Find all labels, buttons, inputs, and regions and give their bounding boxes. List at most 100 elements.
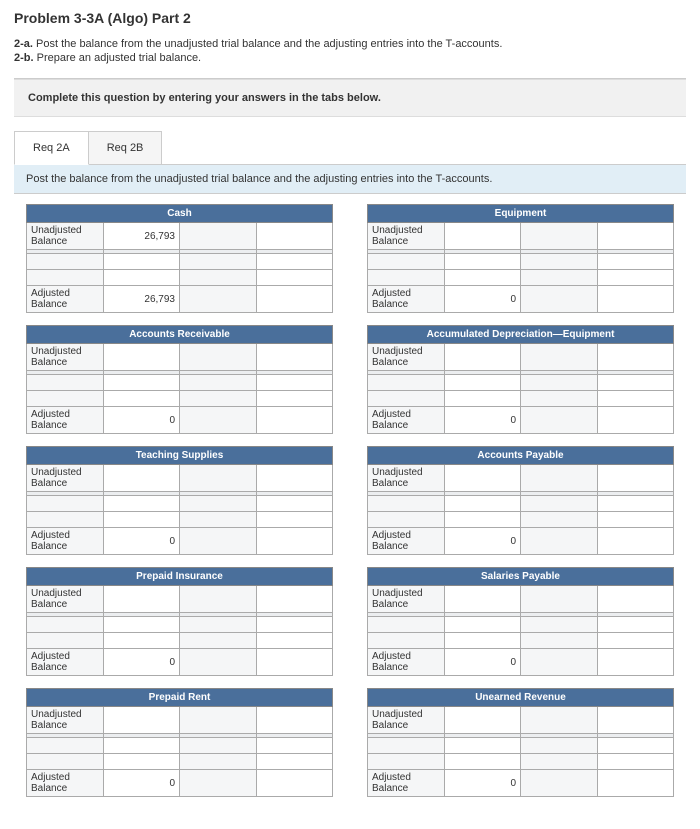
entry-debit[interactable]	[444, 496, 521, 512]
unadjusted-debit[interactable]: 26,793	[103, 223, 180, 250]
unadjusted-credit[interactable]	[256, 223, 333, 250]
entry-label[interactable]	[27, 633, 104, 649]
adjusted-label2[interactable]	[180, 528, 257, 555]
credit-label[interactable]	[180, 465, 257, 492]
adjusted-label2[interactable]	[180, 286, 257, 313]
entry-label[interactable]	[368, 512, 445, 528]
adjusted-credit[interactable]	[256, 407, 333, 434]
unadjusted-credit[interactable]	[597, 586, 674, 613]
entry-credit[interactable]	[256, 496, 333, 512]
entry-credit[interactable]	[597, 391, 674, 407]
adjusted-debit[interactable]: 0	[103, 528, 180, 555]
entry-debit[interactable]	[103, 391, 180, 407]
unadjusted-credit[interactable]	[597, 344, 674, 371]
entry-credit[interactable]	[597, 512, 674, 528]
credit-label[interactable]	[521, 586, 598, 613]
entry-label2[interactable]	[521, 512, 598, 528]
entry-debit[interactable]	[444, 738, 521, 754]
entry-label[interactable]	[27, 270, 104, 286]
adjusted-debit[interactable]: 0	[444, 528, 521, 555]
unadjusted-credit[interactable]	[256, 586, 333, 613]
entry-label[interactable]	[27, 754, 104, 770]
adjusted-debit[interactable]: 26,793	[103, 286, 180, 313]
entry-label[interactable]	[368, 270, 445, 286]
entry-label[interactable]	[368, 617, 445, 633]
credit-label[interactable]	[180, 586, 257, 613]
entry-label[interactable]	[368, 633, 445, 649]
unadjusted-credit[interactable]	[256, 344, 333, 371]
unadjusted-label[interactable]: Unadjusted Balance	[368, 344, 445, 371]
unadjusted-debit[interactable]	[103, 465, 180, 492]
adjusted-debit[interactable]: 0	[103, 407, 180, 434]
unadjusted-label[interactable]: Unadjusted Balance	[368, 223, 445, 250]
adjusted-label[interactable]: Adjusted Balance	[27, 528, 104, 555]
entry-debit[interactable]	[444, 512, 521, 528]
adjusted-label[interactable]: Adjusted Balance	[27, 649, 104, 676]
entry-credit[interactable]	[256, 270, 333, 286]
entry-credit[interactable]	[597, 617, 674, 633]
adjusted-label2[interactable]	[521, 286, 598, 313]
unadjusted-label[interactable]: Unadjusted Balance	[27, 465, 104, 492]
entry-label2[interactable]	[180, 254, 257, 270]
unadjusted-credit[interactable]	[597, 707, 674, 734]
entry-label2[interactable]	[521, 738, 598, 754]
adjusted-label2[interactable]	[521, 407, 598, 434]
entry-debit[interactable]	[444, 391, 521, 407]
entry-label[interactable]	[368, 754, 445, 770]
entry-label2[interactable]	[180, 617, 257, 633]
entry-debit[interactable]	[103, 738, 180, 754]
adjusted-debit[interactable]: 0	[103, 770, 180, 797]
entry-label[interactable]	[368, 738, 445, 754]
entry-credit[interactable]	[597, 738, 674, 754]
entry-label2[interactable]	[521, 633, 598, 649]
tab-req-2a[interactable]: Req 2A	[14, 131, 89, 165]
entry-label[interactable]	[27, 617, 104, 633]
unadjusted-label[interactable]: Unadjusted Balance	[27, 223, 104, 250]
unadjusted-debit[interactable]	[103, 707, 180, 734]
entry-label[interactable]	[27, 512, 104, 528]
entry-label[interactable]	[27, 375, 104, 391]
adjusted-label[interactable]: Adjusted Balance	[368, 649, 445, 676]
adjusted-label[interactable]: Adjusted Balance	[368, 528, 445, 555]
entry-label2[interactable]	[180, 754, 257, 770]
adjusted-label2[interactable]	[521, 770, 598, 797]
entry-credit[interactable]	[256, 633, 333, 649]
adjusted-label[interactable]: Adjusted Balance	[27, 770, 104, 797]
entry-label2[interactable]	[521, 617, 598, 633]
entry-debit[interactable]	[103, 512, 180, 528]
entry-debit[interactable]	[103, 375, 180, 391]
entry-label[interactable]	[27, 254, 104, 270]
adjusted-debit[interactable]: 0	[444, 649, 521, 676]
unadjusted-credit[interactable]	[256, 707, 333, 734]
adjusted-credit[interactable]	[597, 407, 674, 434]
adjusted-label[interactable]: Adjusted Balance	[368, 407, 445, 434]
unadjusted-label[interactable]: Unadjusted Balance	[368, 707, 445, 734]
adjusted-label[interactable]: Adjusted Balance	[368, 770, 445, 797]
adjusted-credit[interactable]	[597, 649, 674, 676]
entry-label2[interactable]	[180, 512, 257, 528]
entry-label2[interactable]	[180, 375, 257, 391]
entry-debit[interactable]	[103, 254, 180, 270]
credit-label[interactable]	[180, 223, 257, 250]
entry-label2[interactable]	[521, 375, 598, 391]
entry-debit[interactable]	[444, 375, 521, 391]
unadjusted-label[interactable]: Unadjusted Balance	[27, 707, 104, 734]
entry-debit[interactable]	[444, 254, 521, 270]
adjusted-credit[interactable]	[256, 649, 333, 676]
entry-label2[interactable]	[521, 270, 598, 286]
entry-label2[interactable]	[521, 496, 598, 512]
entry-credit[interactable]	[597, 375, 674, 391]
entry-debit[interactable]	[444, 617, 521, 633]
entry-credit[interactable]	[597, 254, 674, 270]
entry-debit[interactable]	[103, 633, 180, 649]
unadjusted-debit[interactable]	[103, 344, 180, 371]
entry-credit[interactable]	[256, 738, 333, 754]
credit-label[interactable]	[180, 707, 257, 734]
entry-credit[interactable]	[597, 633, 674, 649]
entry-label[interactable]	[27, 738, 104, 754]
adjusted-label2[interactable]	[180, 407, 257, 434]
entry-label2[interactable]	[521, 254, 598, 270]
adjusted-debit[interactable]: 0	[444, 286, 521, 313]
entry-label[interactable]	[27, 496, 104, 512]
adjusted-label2[interactable]	[521, 528, 598, 555]
